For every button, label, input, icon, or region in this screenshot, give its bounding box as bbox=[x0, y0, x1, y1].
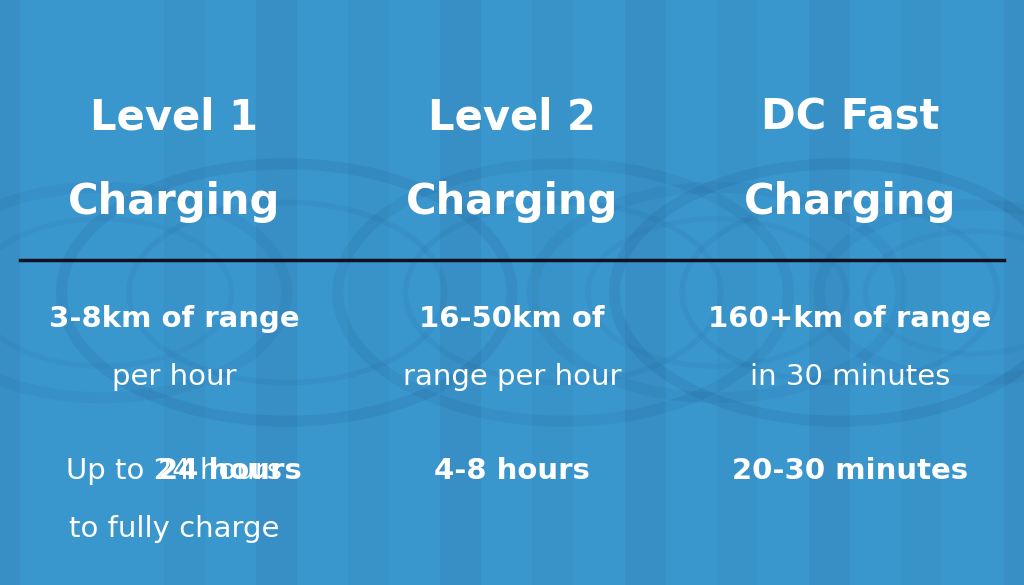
Bar bbox=[0, 0, 20, 585]
Bar bbox=[256, 0, 297, 585]
Bar bbox=[901, 0, 942, 585]
Text: 3-8km of range: 3-8km of range bbox=[49, 305, 299, 333]
Text: 4-8 hours: 4-8 hours bbox=[434, 457, 590, 485]
Text: Level 2: Level 2 bbox=[428, 96, 596, 138]
Text: range per hour: range per hour bbox=[402, 363, 622, 391]
Text: to fully charge: to fully charge bbox=[69, 515, 280, 543]
Bar bbox=[348, 0, 389, 585]
Text: DC Fast: DC Fast bbox=[761, 96, 939, 138]
Text: 20-30 minutes: 20-30 minutes bbox=[732, 457, 968, 485]
Bar bbox=[625, 0, 666, 585]
Bar bbox=[532, 0, 573, 585]
Bar bbox=[1004, 0, 1024, 585]
Text: per hour: per hour bbox=[112, 363, 237, 391]
Text: 24 hours: 24 hours bbox=[158, 457, 302, 485]
Bar bbox=[809, 0, 850, 585]
Text: Charging: Charging bbox=[68, 181, 281, 223]
Text: Charging: Charging bbox=[743, 181, 956, 223]
Text: 16-50km of: 16-50km of bbox=[419, 305, 605, 333]
Text: 160+km of range: 160+km of range bbox=[709, 305, 991, 333]
Bar bbox=[717, 0, 758, 585]
Text: Charging: Charging bbox=[406, 181, 618, 223]
Text: in 30 minutes: in 30 minutes bbox=[750, 363, 950, 391]
Text: Level 1: Level 1 bbox=[90, 96, 258, 138]
Text: Up to 24 hours: Up to 24 hours bbox=[67, 457, 282, 485]
Bar bbox=[440, 0, 481, 585]
Bar bbox=[164, 0, 205, 585]
